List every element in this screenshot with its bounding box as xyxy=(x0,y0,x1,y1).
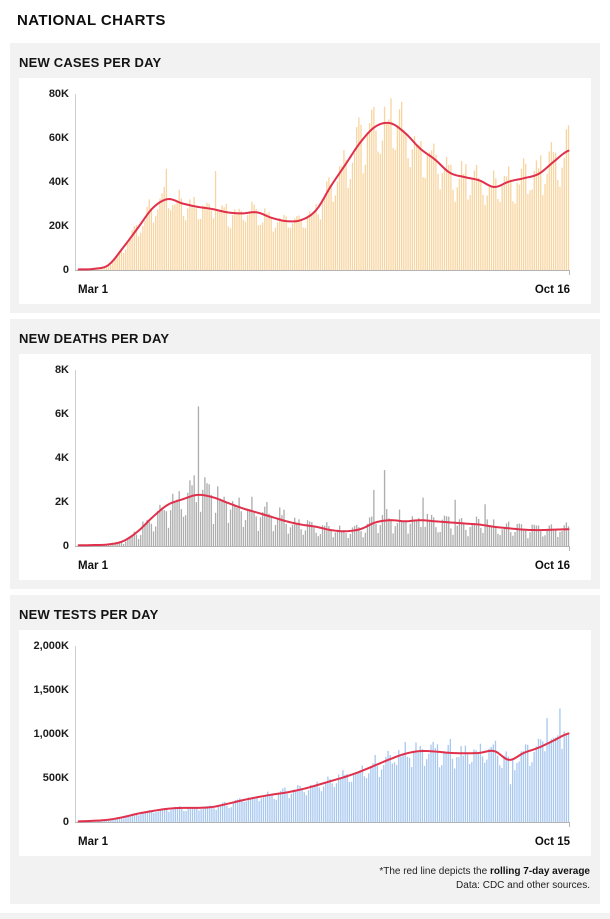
tests-chart-canvas xyxy=(19,640,591,832)
footnote-text: *The red line depicts the xyxy=(379,866,490,877)
cases-chart-canvas xyxy=(19,88,591,280)
section-new-tests: NEW TESTS PER DAY 2,000K 1,500K 1,000K 500K… xyxy=(10,595,600,904)
x-axis-start-label: Mar 1 xyxy=(78,560,109,572)
footnote-bold-text: rolling 7-day average xyxy=(489,866,590,877)
tests-x-axis: Mar 1 Oct 15 xyxy=(19,832,591,850)
next-section-edge xyxy=(0,913,610,919)
chart-card-deaths: 8K 6K 4K 2K 0 Mar 1 Oct 16 xyxy=(19,354,591,580)
chart-heading-deaths: NEW DEATHS PER DAY xyxy=(19,331,170,346)
x-axis-end-label: Oct 16 xyxy=(534,284,570,296)
deaths-chart-canvas xyxy=(19,364,591,556)
tests-chart: 2,000K 1,500K 1,000K 500K 0 xyxy=(19,640,591,832)
x-axis-start-label: Mar 1 xyxy=(78,284,109,296)
footnote-line-average: *The red line depicts the rolling 7-day … xyxy=(19,865,590,879)
footnote-source: Data: CDC and other sources. xyxy=(456,880,590,891)
cases-x-axis: Mar 1 Oct 16 xyxy=(19,280,591,298)
x-axis-end-label: Oct 16 xyxy=(534,560,570,572)
chart-card-tests: 2,000K 1,500K 1,000K 500K 0 Mar 1 Oct 15 xyxy=(19,630,591,856)
section-new-cases: NEW CASES PER DAY 80K 60K 40K 20K 0 Mar 1 Oc… xyxy=(10,43,600,313)
x-axis-end-label: Oct 15 xyxy=(534,836,570,848)
chart-heading-tests: NEW TESTS PER DAY xyxy=(19,607,159,622)
deaths-chart: 8K 6K 4K 2K 0 xyxy=(19,364,591,556)
chart-footnote: *The red line depicts the rolling 7-day … xyxy=(19,856,591,895)
section-new-deaths: NEW DEATHS PER DAY 8K 6K 4K 2K 0 Mar 1 Oct 1… xyxy=(10,319,600,589)
x-axis-start-label: Mar 1 xyxy=(78,836,109,848)
deaths-x-axis: Mar 1 Oct 16 xyxy=(19,556,591,574)
cases-chart: 80K 60K 40K 20K 0 xyxy=(19,88,591,280)
page-title: NATIONAL CHARTS xyxy=(17,12,166,29)
chart-card-cases: 80K 60K 40K 20K 0 Mar 1 Oct 16 xyxy=(19,78,591,304)
chart-heading-cases: NEW CASES PER DAY xyxy=(19,55,162,70)
